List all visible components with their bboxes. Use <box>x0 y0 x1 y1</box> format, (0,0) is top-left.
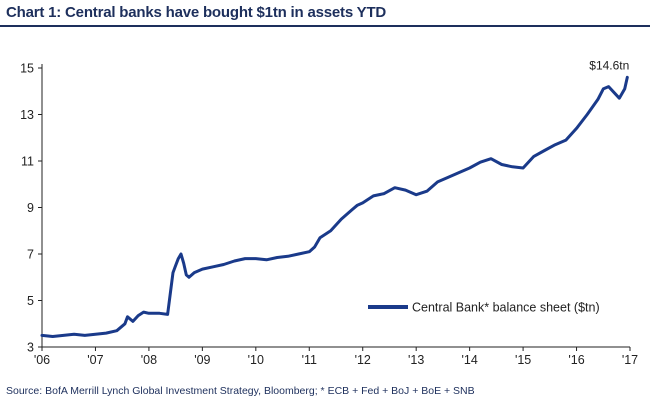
x-tick-label: '11 <box>302 353 317 367</box>
y-tick-label: 13 <box>20 108 34 122</box>
chart-canvas: 3 5 7 9 11 13 15 '06 '07 '08 '09 '10 '11 '12 '13 '14 '1… <box>20 58 638 367</box>
series-line <box>40 75 629 338</box>
y-tick-label: 9 <box>27 201 34 215</box>
y-tick-label: 7 <box>27 248 34 262</box>
chart-title: Chart 1: Central banks have bought $1tn … <box>6 4 387 21</box>
x-tick-label: '15 <box>515 353 531 367</box>
x-tick-label: '10 <box>248 353 264 367</box>
x-tick-label: '09 <box>194 353 210 367</box>
legend-label: Central Bank* balance sheet ($tn) <box>412 301 600 315</box>
end-value-label: $14.6tn <box>589 58 629 72</box>
source-note: Source: BofA Merrill Lynch Global Invest… <box>6 385 475 397</box>
x-tick-label: '06 <box>34 353 50 367</box>
x-tick-label: '16 <box>568 353 584 367</box>
title-divider <box>0 25 650 27</box>
x-tick-label: '13 <box>408 353 424 367</box>
series-group <box>40 75 629 338</box>
x-tick-label: '12 <box>355 353 371 367</box>
y-tick-label: 5 <box>27 294 34 308</box>
y-tick-label: 11 <box>21 155 34 169</box>
x-tick-label: '14 <box>461 353 477 367</box>
x-tick-label: '07 <box>87 353 103 367</box>
legend: Central Bank* balance sheet ($tn) <box>368 301 600 315</box>
chart-axes <box>41 64 630 348</box>
x-tick-label: '17 <box>622 353 638 367</box>
x-ticks: '06 '07 '08 '09 '10 '11 '12 '13 '14 '15 '16 '17 <box>34 347 638 367</box>
y-tick-label: 3 <box>27 341 34 355</box>
y-tick-label: 15 <box>20 62 34 76</box>
y-ticks: 3 5 7 9 11 13 15 <box>20 62 42 355</box>
x-tick-label: '08 <box>141 353 157 367</box>
